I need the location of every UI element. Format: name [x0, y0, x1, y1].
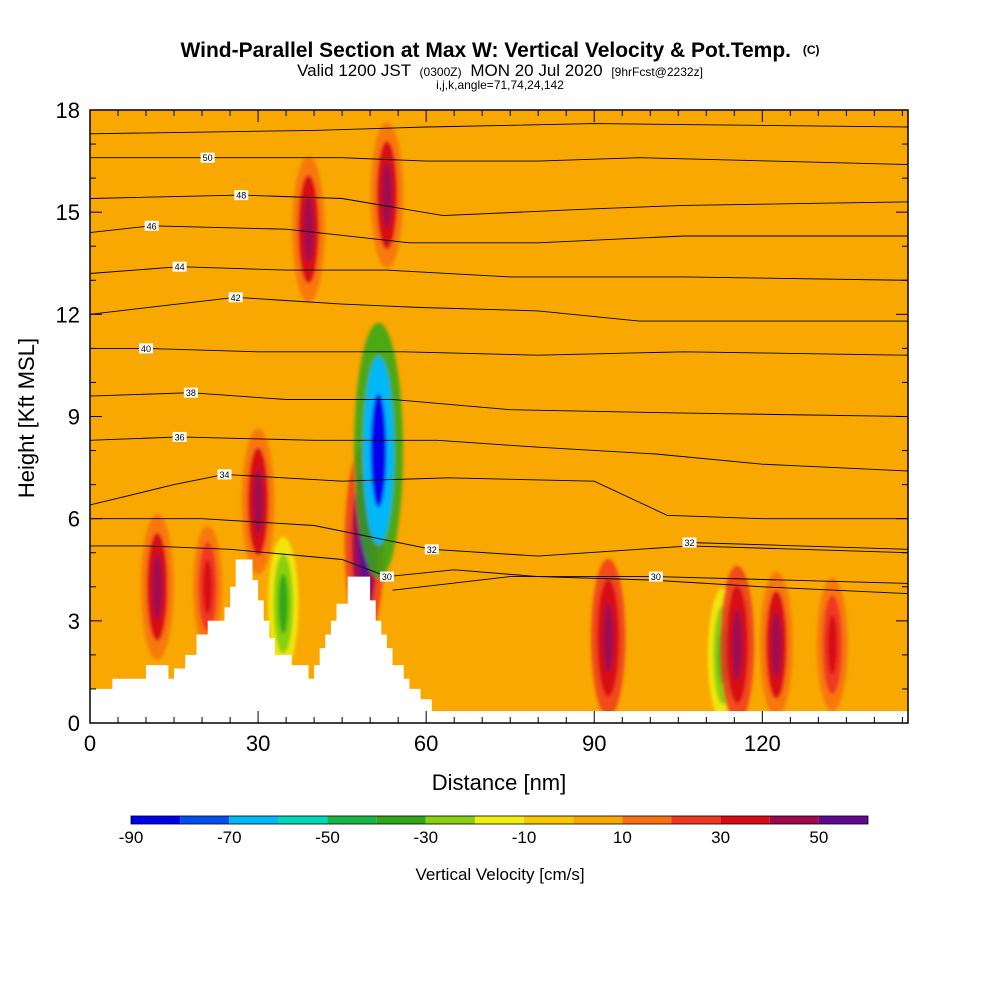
y-tick-label: 9 [68, 405, 80, 430]
theta-contour-label-bg [183, 387, 198, 398]
potential-temperature-contours: 30 30 32 32 34 36 38 40 42 44 46 48 50 [90, 123, 908, 595]
y-tick-label: 18 [56, 98, 80, 123]
colorbar-tick-label: 30 [711, 828, 730, 847]
theta-contour-label: 34 [219, 470, 229, 480]
theta-contour-label-bg [172, 261, 187, 272]
w-feature-core [252, 469, 264, 535]
colorbar-tick-label: -30 [414, 828, 439, 847]
theta-contour-label-bg [682, 537, 697, 548]
theta-contour-label-bg [648, 571, 663, 582]
colorbar-swatch [229, 816, 279, 824]
theta-contour-label: 48 [236, 191, 246, 201]
x-tick-label: 90 [582, 731, 606, 756]
w-feature-core [203, 559, 213, 614]
x-tick-label: 30 [246, 731, 270, 756]
chart-title: Wind-Parallel Section at Max W: Vertical… [180, 39, 819, 62]
theta-contour-label: 30 [651, 572, 661, 582]
theta-contour-line [392, 576, 908, 591]
w-feature-core [152, 554, 163, 620]
colorbar-swatch [622, 816, 672, 824]
y-tick-label: 15 [56, 200, 80, 225]
colorbar-tick-label: 50 [809, 828, 828, 847]
y-axis-label: Height [Kft MSL] [14, 338, 39, 498]
x-tick-label: 60 [414, 731, 438, 756]
theta-contour-label: 36 [175, 432, 185, 442]
theta-contour-line [90, 545, 908, 595]
theta-contour-label-bg [424, 544, 439, 555]
colorbar-frame [130, 815, 869, 825]
theta-contour-label-bg [379, 571, 394, 582]
colorbar-swatch [671, 816, 721, 824]
colorbar-swatch [573, 816, 623, 824]
theta-contour-label: 46 [147, 221, 157, 231]
y-tick-label: 0 [68, 711, 80, 736]
colorbar-swatch [524, 816, 574, 824]
theta-contour-line [90, 436, 908, 472]
colorbar-swatch [180, 816, 230, 824]
theta-contour-label: 30 [382, 572, 392, 582]
colorbar-swatch [818, 816, 868, 824]
colorbar-swatch [425, 816, 475, 824]
colorbar-tick-label: -90 [119, 828, 144, 847]
theta-contour-line [90, 473, 908, 520]
theta-contour-label-bg [234, 190, 249, 201]
theta-contour-label-bg [144, 220, 159, 231]
colorbar-swatch [474, 816, 525, 824]
y-tick-label: 6 [68, 507, 80, 532]
theta-contour-label-bg [139, 343, 154, 354]
theta-contour-label: 40 [141, 344, 151, 354]
y-tick-label: 12 [56, 302, 80, 327]
theta-contour-label: 44 [175, 262, 185, 272]
theta-contour-label: 50 [203, 153, 213, 163]
colorbar-tick-label: -70 [217, 828, 242, 847]
w-feature-core [381, 162, 393, 228]
w-feature-core [303, 196, 314, 262]
theta-contour-label-bg [200, 152, 215, 163]
chart-subtitle-indices: i,j,k,angle=71,74,24,142 [436, 78, 564, 92]
colorbar-swatch [720, 816, 770, 824]
x-axis-label: Distance [nm] [432, 770, 567, 795]
x-tick-label: 120 [744, 731, 781, 756]
theta-contour-line [90, 123, 908, 135]
theta-contour-line [689, 542, 908, 550]
colorbar-swatch [131, 816, 181, 824]
x-tick-label: 0 [84, 731, 96, 756]
w-feature-core [602, 602, 614, 673]
colorbar-label: Vertical Velocity [cm/s] [415, 865, 584, 884]
terrain-mask [90, 559, 908, 723]
w-feature-core [370, 393, 387, 508]
colorbar-swatch [769, 816, 819, 824]
theta-contour-label: 32 [427, 545, 437, 555]
plot-area: 30 30 32 32 34 36 38 40 42 44 46 48 50 [90, 110, 908, 723]
colorbar: -90 -70 -50 -30 -10 10 30 50 [119, 815, 869, 847]
w-feature-core [731, 609, 743, 680]
theta-contour-label-bg [228, 292, 243, 303]
w-feature-core [278, 574, 289, 634]
colorbar-swatch [278, 816, 328, 824]
colorbar-tick-label: 10 [613, 828, 632, 847]
w-feature-core [771, 612, 782, 678]
theta-contour-label-bg [217, 469, 232, 480]
vertical-velocity-field [141, 122, 848, 723]
w-feature-core [827, 614, 838, 675]
theta-contour-label: 42 [231, 293, 241, 303]
theta-contour-label-bg [172, 431, 187, 442]
theta-contour-label: 38 [186, 388, 196, 398]
colorbar-swatch [376, 816, 426, 824]
colorbar-tick-label: -10 [512, 828, 537, 847]
theta-contour-label: 32 [684, 538, 694, 548]
colorbar-tick-label: -50 [315, 828, 340, 847]
chart-subtitle: Valid 1200 JST (0300Z) MON 20 Jul 2020 [… [297, 61, 703, 80]
colorbar-swatch [327, 816, 377, 824]
y-tick-label: 3 [68, 609, 80, 634]
